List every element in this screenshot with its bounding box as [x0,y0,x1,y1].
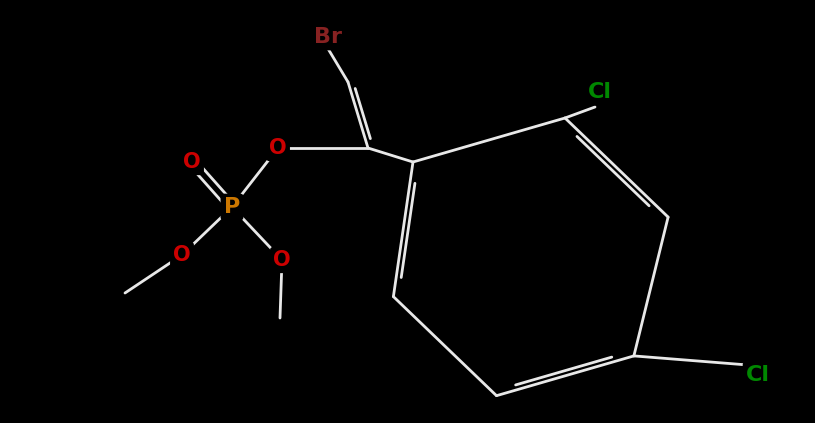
Text: Br: Br [314,27,342,47]
Text: O: O [183,152,200,172]
Text: O: O [269,138,287,158]
Text: O: O [273,250,291,270]
Text: Cl: Cl [588,82,612,102]
Text: Cl: Cl [746,365,770,385]
Text: O: O [174,245,191,265]
Text: P: P [224,197,240,217]
